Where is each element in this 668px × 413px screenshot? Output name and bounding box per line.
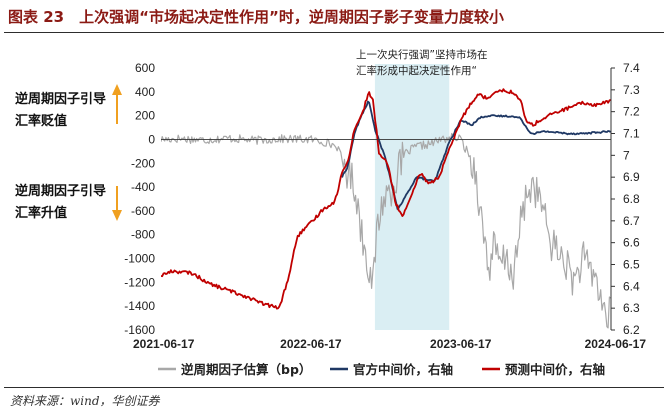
right-tick-label: 6.6 [623,236,640,250]
side-label-upper-line1: 逆周期因子引导 [15,91,106,107]
legend-label-official: 官方中间价，右轴 [353,362,453,377]
left-tick-label: 200 [135,109,155,123]
left-tick-label: -800 [131,228,155,242]
left-tick-label: 400 [135,85,155,99]
x-tick-label: 2022-06-17 [280,337,342,351]
left-tick-label: -200 [131,156,155,170]
right-tick-label: 6.7 [623,214,640,228]
highlight-band [374,64,450,330]
side-label-upper-line2: 汇率贬值 [15,113,67,129]
legend-label-forecast: 预测中间价，右轴 [505,362,605,377]
up-arrow-icon [112,84,122,124]
legend: 逆周期因子估算（bp） 官方中间价，右轴 预测中间价，右轴 [158,362,605,377]
left-tick-label: -1400 [124,299,155,313]
right-tick-label: 6.8 [623,192,640,206]
right-tick-label: 6.5 [623,258,640,272]
left-tick-label: -600 [131,204,155,218]
right-tick-label: 7.4 [623,61,640,75]
side-label-lower-line2: 汇率升值 [15,205,67,221]
title-rule [4,32,664,33]
series-shadow-line [161,132,611,329]
right-tick-label: 6.2 [623,323,640,337]
right-tick-label: 6.3 [623,301,640,315]
legend-label-shadow: 逆周期因子估算（bp） [181,362,311,377]
x-tick-label: 2021-06-17 [133,337,195,351]
right-tick-label: 7.2 [623,105,640,119]
figure-title: 图表 23 上次强调“市场起决定性作用”时，逆周期因子影子变量力度较小 [8,8,504,26]
left-tick-label: -1600 [124,323,155,337]
annotation-line2: 汇率形成中起决定性作用“ [356,64,477,77]
series-forecast-line [161,88,611,310]
left-tick-label: 600 [135,61,155,75]
right-tick-label: 6.4 [623,279,640,293]
left-tick-label: -1200 [124,275,155,289]
left-tick-label: -400 [131,180,155,194]
right-tick-label: 7.1 [623,127,640,141]
right-tick-label: 6.9 [623,170,640,184]
left-tick-label: -1000 [124,252,155,266]
right-tick-label: 7.3 [623,83,640,97]
source-rule [4,387,664,388]
down-arrow-icon [112,186,122,221]
left-tick-label: 0 [148,132,155,146]
right-tick-label: 7 [623,148,630,162]
x-tick-label: 2024-06-17 [585,337,647,351]
side-label-lower-line1: 逆周期因子引导 [15,183,106,199]
source-note: 资料来源：wind，华创证券 [10,394,160,408]
x-tick-label: 2023-06-17 [430,337,492,351]
annotation-line1: 上一次央行强调”坚持市场在 [356,48,487,61]
